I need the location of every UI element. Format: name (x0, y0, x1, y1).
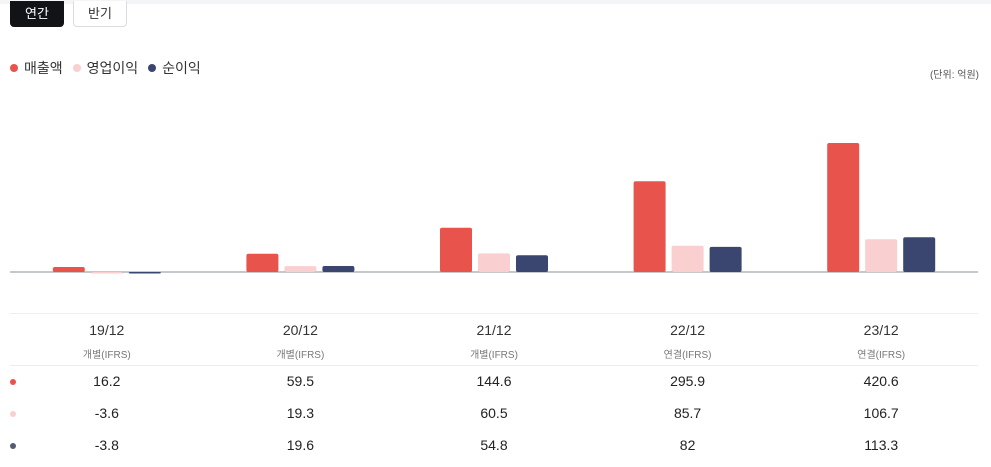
basis-label: 개별(IFRS) (470, 350, 518, 361)
basis-label: 연결(IFRS) (857, 350, 906, 361)
legend-item-net-income: 순이익 (148, 58, 201, 78)
period-label: 21/12 (476, 322, 512, 338)
net-income-bar[interactable] (516, 255, 548, 272)
revenue-bar[interactable] (827, 143, 860, 272)
table-cell: 85.7 (673, 405, 702, 421)
net-income-bar[interactable] (128, 272, 161, 274)
table-cell: 19.3 (286, 405, 315, 421)
operating-profit-bar[interactable] (671, 245, 704, 272)
net-income-bar[interactable] (709, 246, 742, 272)
chart-legend: 매출액 영업이익 순이익 (10, 58, 211, 78)
table-cell: 82 (679, 437, 696, 453)
period-label: 22/12 (670, 322, 706, 338)
table-cell: 59.5 (286, 373, 315, 389)
legend-label-operating-profit: 영업이익 (86, 60, 139, 76)
basis-label: 연결(IFRS) (663, 350, 712, 361)
legend-dot-operating-profit (72, 64, 81, 72)
net-income-bar[interactable] (903, 237, 936, 272)
period-label: 23/12 (863, 322, 899, 338)
revenue-bar[interactable] (52, 267, 85, 272)
row-dot-net-income (10, 443, 16, 449)
row-dot-operating-profit (10, 411, 16, 417)
legend-label-revenue: 매출액 (24, 60, 63, 76)
table-cell: 60.5 (480, 405, 508, 421)
row-dot-revenue (10, 379, 16, 385)
table-cell: 420.6 (863, 373, 899, 389)
table-header: 19/12 개별(IFRS) 20/12 개별(IFRS) 21/12 개별(I… (10, 313, 978, 366)
legend-dot-revenue (10, 64, 18, 72)
revenue-bar[interactable] (246, 253, 279, 272)
tab-half-year[interactable]: 반기 (73, 1, 127, 27)
net-income-bar[interactable] (322, 266, 355, 272)
legend-item-revenue: 매출액 (10, 58, 63, 78)
operating-profit-bar[interactable] (284, 266, 317, 272)
table-cell: 106.7 (863, 405, 899, 421)
top-divider (0, 0, 991, 4)
operating-profit-bar[interactable] (865, 239, 898, 272)
table-cell: 144.6 (476, 373, 512, 389)
legend-dot-net-income (148, 64, 157, 72)
legend-label-net-income: 순이익 (162, 60, 201, 76)
basis-label: 개별(IFRS) (276, 350, 325, 361)
bar-chart (10, 143, 978, 274)
table-cell: 113.3 (864, 437, 899, 453)
table-cell: 54.8 (480, 437, 508, 453)
table-cell: 19.6 (286, 437, 315, 453)
table-cell: -3.8 (94, 437, 119, 453)
table-cell: 295.9 (670, 373, 706, 389)
table-row-operating-profit: -3.6 19.3 60.5 85.7 106.7 (10, 398, 978, 430)
revenue-bar[interactable] (440, 227, 472, 272)
table-row-revenue: 16.2 59.5 144.6 295.9 420.6 (10, 366, 978, 398)
unit-label: (단위: 억원) (929, 70, 979, 81)
table-row-net-income: -3.8 19.6 54.8 82 113.3 (10, 430, 978, 462)
table-cell: 16.2 (93, 373, 121, 389)
table-cell: -3.6 (94, 405, 119, 421)
operating-profit-bar[interactable] (90, 272, 123, 274)
revenue-bar[interactable] (633, 181, 666, 272)
period-label: 20/12 (282, 322, 318, 338)
period-label: 19/12 (89, 322, 125, 338)
legend-item-operating-profit: 영업이익 (72, 58, 139, 78)
operating-profit-bar[interactable] (478, 253, 510, 272)
basis-label: 개별(IFRS) (82, 350, 131, 361)
tab-annual[interactable]: 연간 (10, 1, 64, 27)
